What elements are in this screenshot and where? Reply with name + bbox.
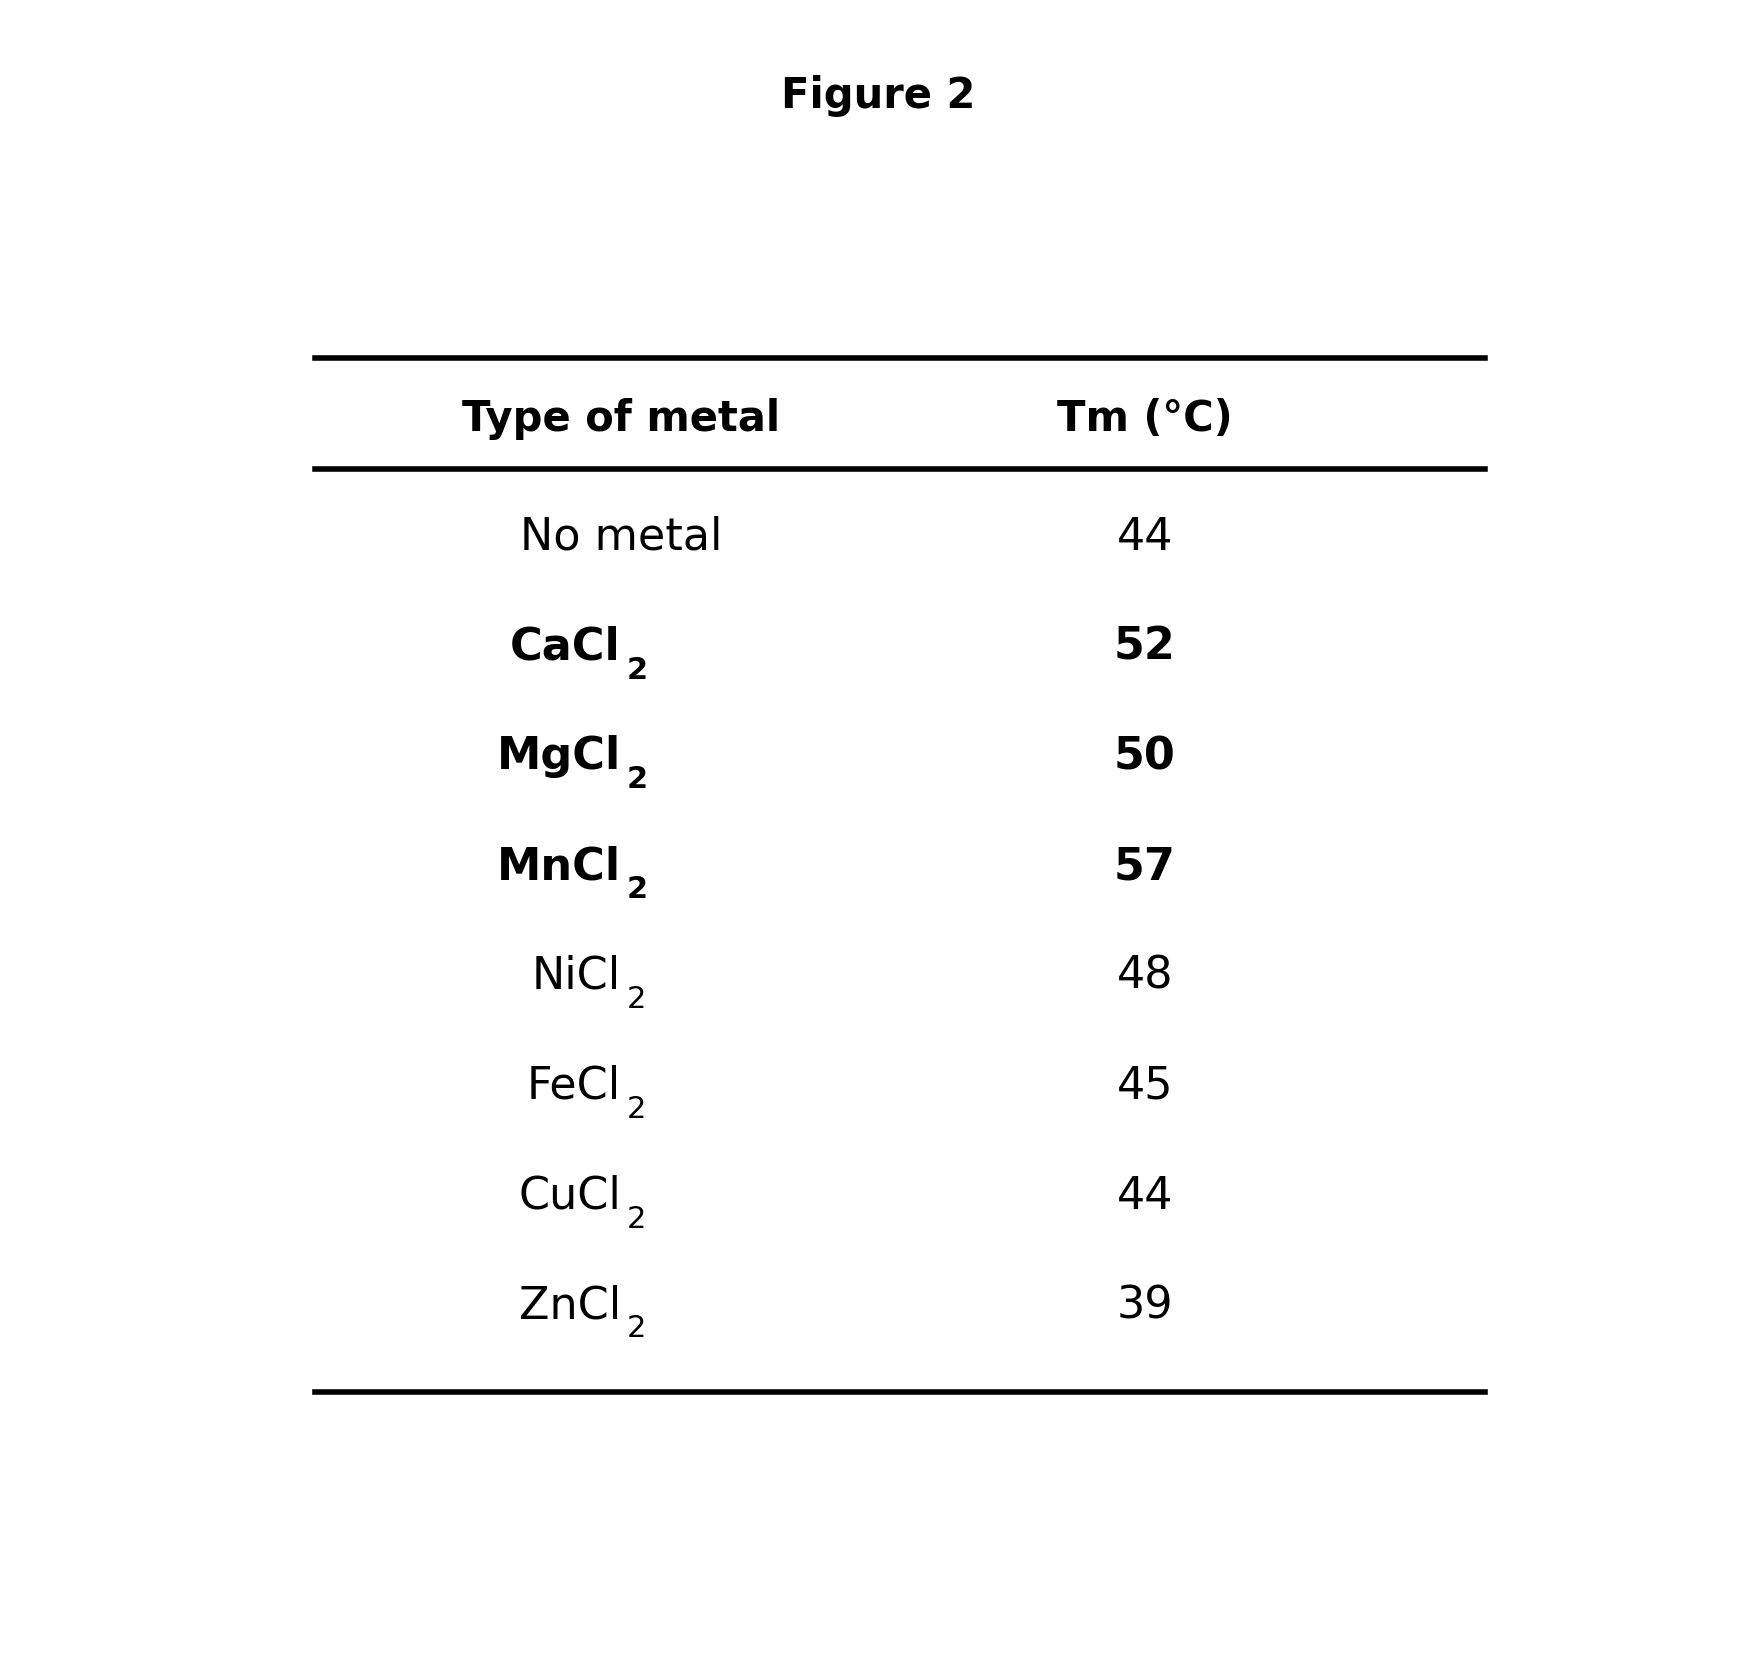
Text: 39: 39 (1116, 1284, 1172, 1327)
Text: Tm (°C): Tm (°C) (1057, 398, 1232, 439)
Text: 2: 2 (627, 875, 648, 903)
Text: 2: 2 (627, 1094, 646, 1123)
Text: ZnCl: ZnCl (518, 1284, 621, 1327)
Text: Type of metal: Type of metal (462, 398, 779, 439)
Text: 57: 57 (1113, 845, 1176, 888)
Text: CaCl: CaCl (511, 625, 621, 668)
Text: 50: 50 (1113, 736, 1176, 777)
Text: 45: 45 (1116, 1064, 1172, 1107)
Text: 2: 2 (627, 984, 646, 1014)
Text: 44: 44 (1116, 1173, 1172, 1216)
Text: 52: 52 (1113, 625, 1176, 668)
Text: MgCl: MgCl (497, 736, 621, 777)
Text: 44: 44 (1116, 515, 1172, 558)
Text: 2: 2 (627, 1314, 646, 1342)
Text: MnCl: MnCl (497, 845, 621, 888)
Text: No metal: No metal (519, 515, 721, 558)
Text: 2: 2 (627, 1203, 646, 1233)
Text: Figure 2: Figure 2 (781, 75, 974, 116)
Text: FeCl: FeCl (526, 1064, 621, 1107)
Text: CuCl: CuCl (518, 1173, 621, 1216)
Text: NiCl: NiCl (532, 954, 621, 998)
Text: 2: 2 (627, 655, 648, 684)
Text: 2: 2 (627, 766, 648, 794)
Text: 48: 48 (1116, 954, 1172, 998)
